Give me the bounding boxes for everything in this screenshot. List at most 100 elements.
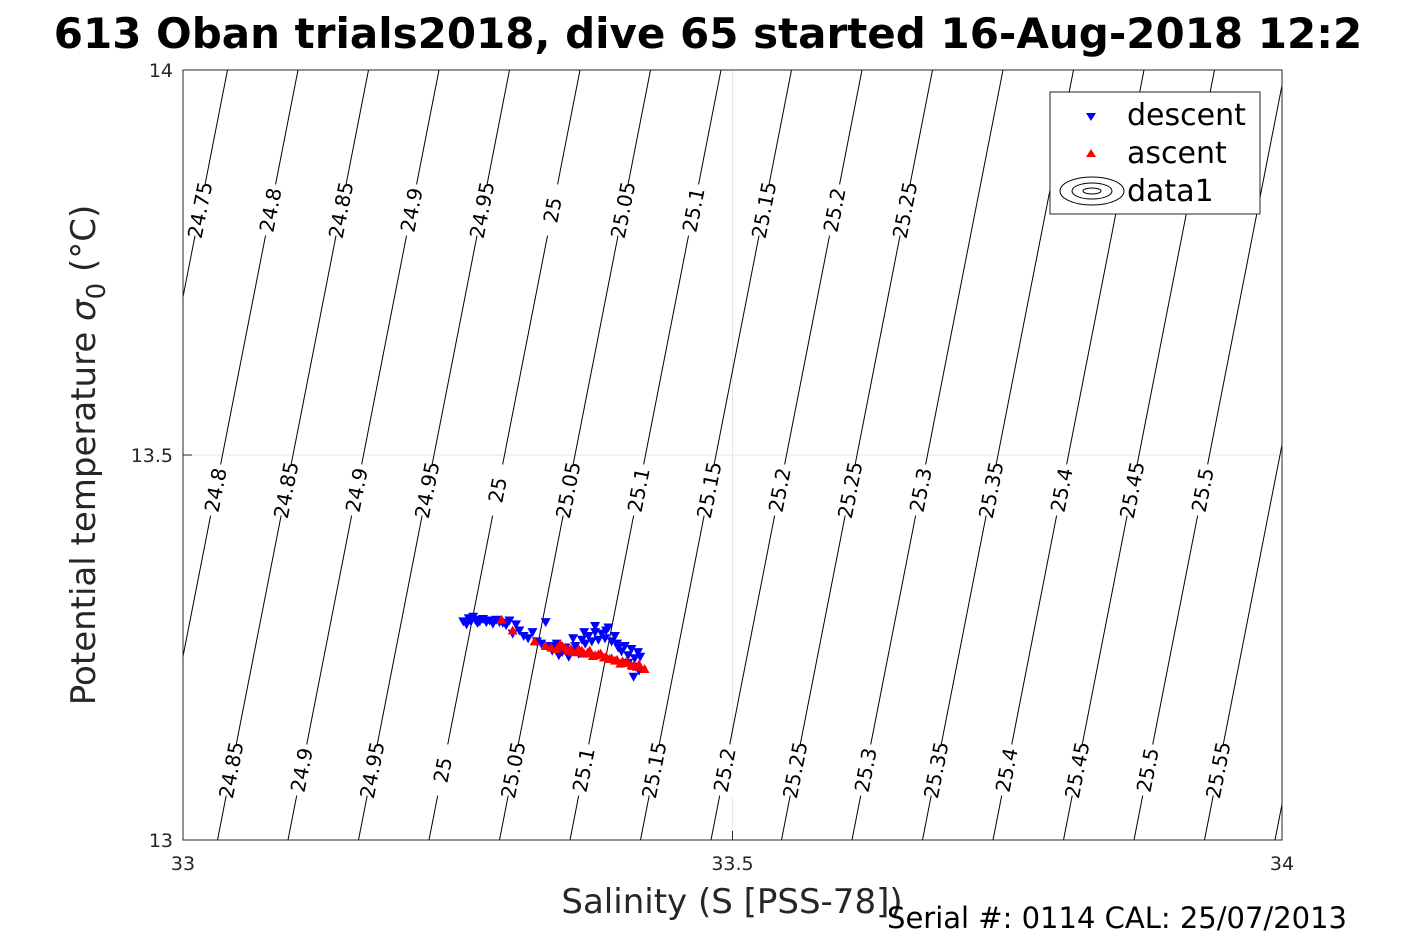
contour-label-bg — [1199, 741, 1237, 799]
contour-label-bg — [463, 181, 501, 239]
ascent-point — [507, 625, 518, 635]
descent-point — [540, 618, 551, 628]
contour-label-bg — [760, 461, 799, 519]
contour-label-bg — [181, 181, 219, 239]
contour-label-bg — [337, 461, 376, 519]
ascent-point — [565, 644, 576, 654]
descent-point — [586, 637, 597, 647]
descent-point — [623, 651, 634, 661]
descent-point — [568, 634, 579, 644]
contour-label-bg — [353, 741, 391, 799]
legend-ascent-label: ascent — [1127, 136, 1227, 171]
chart-title: 613 Oban trials2018, dive 65 started 16-… — [54, 9, 1362, 58]
ascent-point — [626, 660, 637, 670]
contour-line — [922, 70, 1074, 840]
contour-label-bg — [604, 181, 642, 239]
descent-point — [514, 626, 525, 636]
serial-cal-footer: Serial #: 0114 CAL: 25/07/2013 — [887, 901, 1347, 935]
descent-point — [579, 628, 590, 638]
x-tick-label: 34 — [1270, 853, 1294, 875]
contour-label-bg — [1128, 741, 1167, 799]
descent-point — [570, 641, 581, 651]
contour-line — [1274, 801, 1282, 840]
contour-label: 25 — [538, 195, 566, 225]
descent-point — [536, 639, 547, 649]
x-tick-label: 33 — [171, 853, 195, 875]
ascent-point — [540, 640, 551, 650]
ascent-point — [546, 642, 557, 652]
contour-label-bg — [282, 741, 321, 799]
contour-label-bg — [917, 741, 955, 799]
contour-label: 25 — [483, 475, 511, 505]
descent-point — [626, 645, 637, 655]
contour-label-bg — [776, 741, 814, 799]
y-tick-label: 13.5 — [131, 445, 173, 467]
contour-label-bg — [972, 461, 1010, 519]
contour-labels: 24.75 24.8 24.85 24.9 24.95 25 25.05 25.1 25.15 2… — [181, 180, 1237, 800]
contour-line — [1346, 70, 1417, 840]
axis-ticks: 33 33.5 34 13 13.5 14 — [131, 60, 1294, 875]
contour-label-bg — [392, 181, 431, 239]
contour-label-bg — [674, 181, 713, 239]
ascent-point — [604, 654, 615, 664]
contour-label: 25 — [429, 755, 457, 785]
contour-label-bg — [846, 741, 885, 799]
contour-label-bg — [1113, 461, 1151, 519]
contour-label-bg — [705, 741, 744, 799]
descent-point — [510, 620, 521, 630]
ascent-point — [598, 652, 609, 662]
descent-point — [527, 628, 538, 638]
contour-line — [0, 70, 16, 840]
contour-label-bg — [267, 461, 305, 519]
contour-label-bg — [987, 741, 1026, 799]
descent-point — [590, 621, 601, 631]
contour-label-bg — [901, 461, 940, 519]
contour-line — [1204, 442, 1282, 840]
descent-point — [593, 635, 604, 645]
contour-label-bg — [690, 461, 728, 519]
svg-text:Potential temperature σ0 (°C): Potential temperature σ0 (°C) — [64, 205, 112, 705]
descent-point — [580, 639, 591, 649]
ascent-point — [529, 636, 540, 646]
legend-ascent-marker — [1086, 149, 1096, 157]
contour-label-bg — [886, 181, 924, 239]
ascent-point — [582, 647, 593, 657]
contour-label-bg — [549, 461, 587, 519]
y-tick-label: 13 — [149, 830, 173, 852]
descent-point — [609, 631, 620, 641]
legend: descent ascent data1 — [1049, 91, 1261, 215]
contour-label-bg — [635, 741, 673, 799]
contour-label-bg — [1058, 741, 1096, 799]
ascent-point — [554, 639, 565, 649]
descent-point — [583, 631, 594, 641]
contour-label-bg — [815, 181, 854, 239]
ascent-point — [609, 655, 620, 665]
contour-label-bg — [408, 461, 446, 519]
ascent-point — [631, 661, 642, 671]
contour-label-bg — [494, 741, 532, 799]
contour-label-bg — [1042, 461, 1081, 519]
ascent-point — [620, 657, 631, 667]
contour-label-bg — [745, 181, 783, 239]
descent-point — [629, 654, 640, 664]
descent-point — [601, 626, 612, 636]
x-tick-label: 33.5 — [711, 853, 753, 875]
contour-label-bg — [478, 461, 517, 519]
descent-point — [518, 631, 529, 641]
contour-label-bg — [619, 461, 658, 519]
y-axis-label-main: Potential temperature — [64, 321, 104, 705]
legend-data1-label: data1 — [1127, 174, 1214, 209]
descent-point — [612, 639, 623, 649]
scatter-markers — [458, 612, 650, 682]
descent-point — [619, 641, 630, 651]
ascent-point — [639, 664, 650, 674]
contour-label-bg — [251, 181, 290, 239]
contour-label-bg — [212, 741, 250, 799]
contour-label-bg — [533, 181, 572, 239]
ascent-point — [593, 649, 604, 659]
contour-line — [851, 70, 1004, 840]
y-axis-label-sigma: σ — [64, 298, 104, 321]
contour-label-bg — [831, 461, 869, 519]
y-axis-label-sub: 0 — [82, 283, 112, 300]
